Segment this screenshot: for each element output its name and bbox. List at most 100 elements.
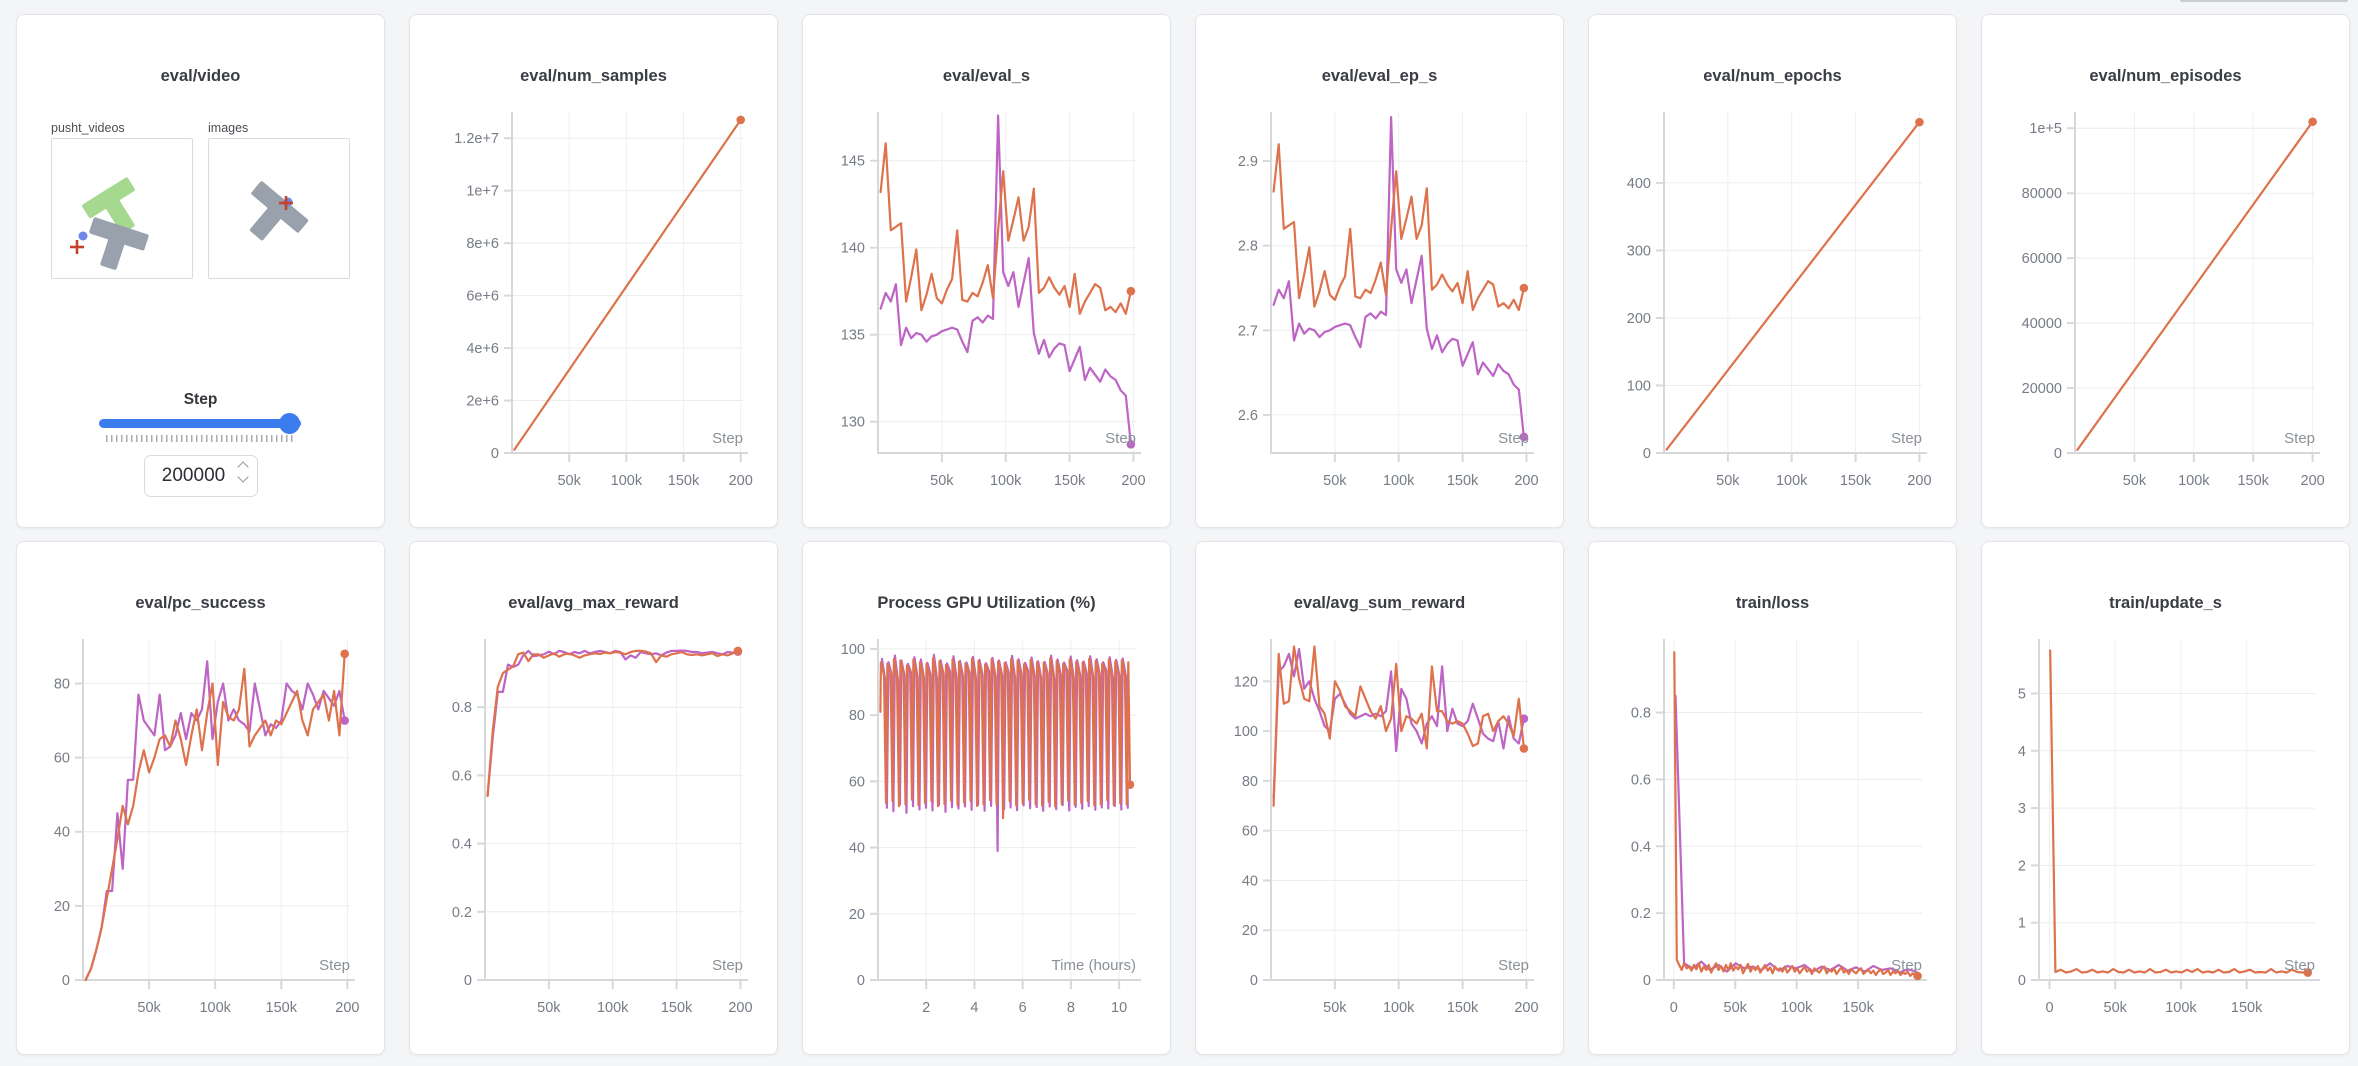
- svg-text:0.4: 0.4: [1631, 839, 1651, 855]
- line-chart[interactable]: 0 20000 40000 60000 80000 1e+5 50k 100k 150k 200 S…: [1982, 15, 2349, 527]
- svg-text:0: 0: [1643, 446, 1651, 462]
- line-chart[interactable]: 0 1 2 3 4 5 0 50k 100k 150k Step: [1982, 542, 2349, 1054]
- step-value-input[interactable]: 200000: [143, 455, 258, 497]
- svg-text:200: 200: [1514, 473, 1538, 489]
- svg-text:100k: 100k: [1383, 1000, 1415, 1016]
- panel-title: eval/pc_success: [135, 594, 266, 612]
- svg-text:100k: 100k: [2178, 473, 2210, 489]
- panel-process-gpu-utilization: Process GPU Utilization (%) 0 20 40 60 80 100…: [802, 541, 1171, 1055]
- step-value: 200000: [161, 465, 226, 486]
- svg-text:200: 200: [2301, 473, 2325, 489]
- step-slider-thumb[interactable]: [279, 413, 300, 434]
- svg-text:150k: 150k: [266, 1000, 298, 1016]
- svg-text:4e+6: 4e+6: [466, 341, 499, 357]
- agent-dot-icon: [78, 231, 88, 241]
- svg-text:100k: 100k: [1776, 473, 1808, 489]
- svg-text:80: 80: [54, 676, 70, 692]
- svg-text:200: 200: [1121, 473, 1145, 489]
- panel-eval-avg-max-reward: eval/avg_max_reward 0 0.2 0.4 0.6 0.8 50k 100k…: [409, 541, 778, 1055]
- panel-eval-num-epochs: eval/num_epochs 0 100 200 300 400 50k 100k 150k…: [1588, 14, 1957, 528]
- line-chart[interactable]: 0 0.2 0.4 0.6 0.8 50k 100k 150k 200 Step: [410, 542, 777, 1054]
- svg-text:150k: 150k: [661, 1000, 693, 1016]
- line-chart[interactable]: 0 20 40 60 80 50k 100k 150k 200 Step: [17, 542, 384, 1054]
- panel-eval-pc-success: eval/pc_success 0 20 40 60 80 50k 100k 150k 200 S…: [16, 541, 385, 1055]
- svg-text:0: 0: [1250, 973, 1258, 989]
- panel-title: eval/avg_sum_reward: [1293, 594, 1466, 612]
- panel-title: Process GPU Utilization (%): [877, 594, 1096, 612]
- svg-text:150k: 150k: [1447, 1000, 1479, 1016]
- svg-text:0: 0: [2045, 1000, 2053, 1016]
- svg-text:50k: 50k: [537, 1000, 561, 1016]
- line-chart[interactable]: 0 2e+6 4e+6 6e+6 8e+6 1e+7 1.2e+7 50k 100k 150k 20…: [410, 15, 777, 527]
- svg-text:300: 300: [1627, 243, 1651, 259]
- panel-train-loss: train/loss 0 0.2 0.4 0.6 0.8 0 50k 100k 150k Step: [1588, 541, 1957, 1055]
- svg-text:10: 10: [1111, 1000, 1127, 1016]
- svg-text:50k: 50k: [2123, 473, 2147, 489]
- svg-text:0: 0: [62, 973, 70, 989]
- panel-grid: eval/video pusht_videos images: [16, 14, 2350, 1055]
- images-thumbnail[interactable]: [208, 138, 350, 279]
- svg-text:8e+6: 8e+6: [466, 236, 499, 252]
- svg-text:50k: 50k: [1716, 473, 1740, 489]
- svg-text:50k: 50k: [1323, 473, 1347, 489]
- pusht-video-thumbnail[interactable]: [51, 138, 193, 279]
- svg-text:2: 2: [2018, 858, 2026, 874]
- svg-text:100k: 100k: [199, 1000, 231, 1016]
- svg-text:50k: 50k: [137, 1000, 161, 1016]
- svg-text:40: 40: [849, 841, 865, 857]
- svg-text:135: 135: [841, 328, 865, 344]
- panel-eval-num-episodes: eval/num_episodes 0 20000 40000 60000 80000 1…: [1981, 14, 2350, 528]
- svg-text:Step: Step: [319, 957, 350, 974]
- svg-text:2.8: 2.8: [1238, 239, 1258, 255]
- panel-title: eval/num_epochs: [1703, 67, 1842, 85]
- svg-text:0: 0: [491, 446, 499, 462]
- svg-text:200: 200: [729, 473, 753, 489]
- svg-text:60: 60: [1242, 824, 1258, 840]
- svg-text:1: 1: [2018, 916, 2026, 932]
- panel-train-update-s: train/update_s 0 1 2 3 4 5 0 50k 100k 150k Step: [1981, 541, 2350, 1055]
- step-slider-label: Step: [183, 391, 218, 408]
- svg-text:1e+7: 1e+7: [466, 184, 499, 200]
- svg-text:2.9: 2.9: [1238, 154, 1258, 170]
- svg-text:Step: Step: [1498, 430, 1529, 447]
- svg-text:145: 145: [841, 154, 865, 170]
- panel-eval-video: eval/video pusht_videos images: [16, 14, 385, 528]
- svg-text:150k: 150k: [668, 473, 700, 489]
- step-slider-tick-marks: [106, 435, 296, 442]
- svg-text:20000: 20000: [2022, 381, 2062, 397]
- svg-text:0: 0: [857, 973, 865, 989]
- step-slider-track[interactable]: [99, 419, 301, 428]
- svg-text:150k: 150k: [2231, 1000, 2263, 1016]
- svg-text:0: 0: [1643, 973, 1651, 989]
- line-chart[interactable]: 2.6 2.7 2.8 2.9 50k 100k 150k 200 Step: [1196, 15, 1563, 527]
- goal-cross-icon: [279, 196, 293, 210]
- panel-title: eval/num_episodes: [2089, 67, 2242, 85]
- line-chart[interactable]: 0 100 200 300 400 50k 100k 150k 200 Step: [1589, 15, 1956, 527]
- svg-text:150k: 150k: [1054, 473, 1086, 489]
- svg-text:2e+6: 2e+6: [466, 394, 499, 410]
- svg-text:60000: 60000: [2022, 251, 2062, 267]
- svg-text:0: 0: [2054, 446, 2062, 462]
- stepper-arrows: [236, 461, 249, 483]
- svg-text:Step: Step: [712, 957, 743, 974]
- svg-text:20: 20: [1242, 923, 1258, 939]
- line-chart[interactable]: 0 20 40 60 80 100 120 50k 100k 150k 200 Step: [1196, 542, 1563, 1054]
- panel-eval-eval-s: eval/eval_s 130 135 140 145 50k 100k 150k 200 St…: [802, 14, 1171, 528]
- svg-text:200: 200: [1627, 311, 1651, 327]
- svg-text:60: 60: [849, 774, 865, 790]
- decrement-chevron-icon[interactable]: [236, 471, 249, 483]
- svg-text:200: 200: [335, 1000, 359, 1016]
- goal-cross-icon: [70, 240, 84, 254]
- panel-eval-num-samples: eval/num_samples 0 2e+6 4e+6 6e+6 8e+6 1e+7 1.…: [409, 14, 778, 528]
- pusht-videos-label: pusht_videos: [51, 121, 125, 135]
- line-chart[interactable]: 0 20 40 60 80 100 2 4 6 8 10 Time (hours): [803, 542, 1170, 1054]
- svg-text:200: 200: [1907, 473, 1931, 489]
- svg-text:0.6: 0.6: [1631, 772, 1651, 788]
- svg-text:0: 0: [2018, 973, 2026, 989]
- svg-text:80: 80: [849, 708, 865, 724]
- panel-title: eval/eval_ep_s: [1321, 67, 1438, 85]
- line-chart[interactable]: 130 135 140 145 50k 100k 150k 200 Step: [803, 15, 1170, 527]
- images-label: images: [208, 121, 249, 135]
- line-chart[interactable]: 0 0.2 0.4 0.6 0.8 0 50k 100k 150k Step: [1589, 542, 1956, 1054]
- svg-text:0: 0: [1670, 1000, 1678, 1016]
